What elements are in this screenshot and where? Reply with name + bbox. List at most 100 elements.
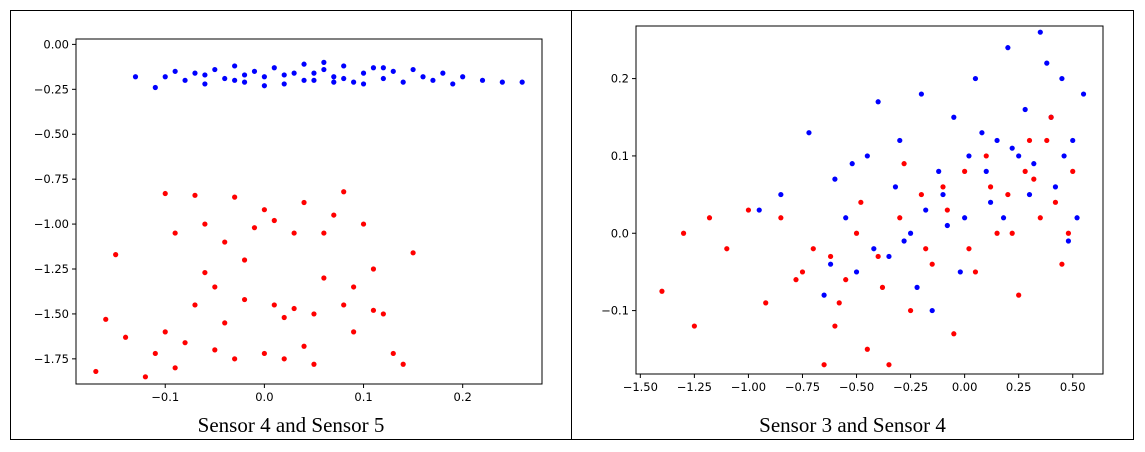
data-point (271, 217, 277, 224)
data-point (202, 221, 208, 227)
data-point (103, 316, 109, 322)
data-point (341, 302, 347, 308)
data-point (966, 153, 972, 159)
data-point (1065, 230, 1072, 236)
data-point (301, 343, 307, 349)
data-point (1052, 184, 1059, 190)
data-point (192, 70, 198, 76)
data-point (440, 70, 446, 76)
data-point (897, 137, 903, 144)
data-point (132, 74, 139, 80)
data-point (756, 207, 762, 213)
data-point (222, 239, 228, 245)
chart-caption-right: Sensor 3 and Sensor 4 (759, 413, 946, 437)
data-point (778, 191, 784, 198)
data-point (182, 340, 188, 346)
data-point (1016, 292, 1022, 298)
x-tick-label: −0.50 (839, 380, 874, 394)
data-point (843, 215, 849, 221)
data-point (745, 207, 752, 213)
data-point (400, 79, 406, 85)
data-point (380, 311, 386, 317)
data-point (853, 230, 860, 236)
data-point (923, 246, 929, 252)
data-point (914, 284, 920, 290)
data-point (994, 137, 1000, 144)
data-point (994, 230, 1000, 236)
data-point (192, 192, 198, 198)
data-point (864, 346, 870, 352)
data-point (251, 68, 258, 74)
data-point (936, 168, 942, 174)
x-tick-label: −0.25 (893, 380, 928, 394)
data-point (1080, 91, 1087, 97)
data-point (1044, 137, 1050, 144)
data-point (222, 320, 228, 326)
plot-area-frame (635, 25, 1104, 375)
data-point (821, 362, 827, 368)
data-point (1005, 45, 1011, 51)
data-point (972, 75, 979, 82)
data-point (311, 77, 317, 83)
data-point (793, 277, 799, 283)
data-point (966, 246, 972, 252)
data-point (152, 84, 158, 91)
data-point (321, 275, 327, 281)
data-point (957, 269, 963, 275)
data-point (271, 302, 277, 308)
data-point (311, 311, 317, 317)
chart-panel-right: −1.50 −1.25 −1.00 −0.75 −0.50 −0.25 0.00 0.25 0.… (572, 11, 1133, 439)
data-point (1022, 106, 1028, 113)
data-point (311, 70, 317, 76)
data-point (827, 261, 834, 267)
data-point (281, 72, 287, 78)
data-point (152, 350, 158, 357)
data-point (301, 199, 307, 206)
data-point (1005, 191, 1011, 198)
data-point (291, 230, 297, 236)
data-point (202, 72, 208, 78)
data-point (370, 65, 377, 71)
data-point (410, 250, 416, 256)
data-point (261, 74, 267, 80)
data-point (778, 215, 784, 221)
data-point (901, 238, 907, 244)
y-tick-label: −1.75 (34, 352, 69, 366)
x-tick-label: −0.75 (785, 380, 820, 394)
data-point (172, 365, 178, 371)
y-tick-label: −0.50 (34, 127, 69, 141)
data-point (499, 79, 505, 85)
data-point (871, 246, 877, 252)
data-point (321, 230, 327, 236)
data-point (983, 153, 989, 159)
data-point (1059, 261, 1065, 267)
data-point (923, 207, 929, 213)
data-point (241, 296, 248, 303)
data-point (93, 368, 99, 375)
data-point (380, 75, 386, 82)
data-point (341, 75, 347, 82)
data-point (1037, 29, 1043, 35)
data-point (232, 77, 238, 83)
data-point (271, 65, 277, 71)
data-point (162, 329, 168, 335)
data-point (907, 307, 914, 314)
data-point (390, 68, 396, 74)
data-point (691, 323, 697, 329)
data-point (832, 323, 838, 329)
data-point (232, 194, 238, 200)
data-point (311, 361, 317, 367)
x-tick-label: −0.1 (151, 390, 179, 404)
x-tick-label: −1.50 (623, 380, 658, 394)
data-point (430, 77, 436, 83)
y-tick-label: −0.25 (34, 82, 69, 96)
data-point (370, 266, 377, 272)
data-point (370, 307, 377, 313)
data-point (1044, 60, 1050, 66)
data-point (1009, 230, 1015, 236)
data-point (410, 66, 416, 73)
data-point (1037, 215, 1043, 221)
data-point (944, 222, 950, 229)
data-point (929, 307, 935, 314)
x-tick-label: 0.2 (454, 390, 472, 404)
